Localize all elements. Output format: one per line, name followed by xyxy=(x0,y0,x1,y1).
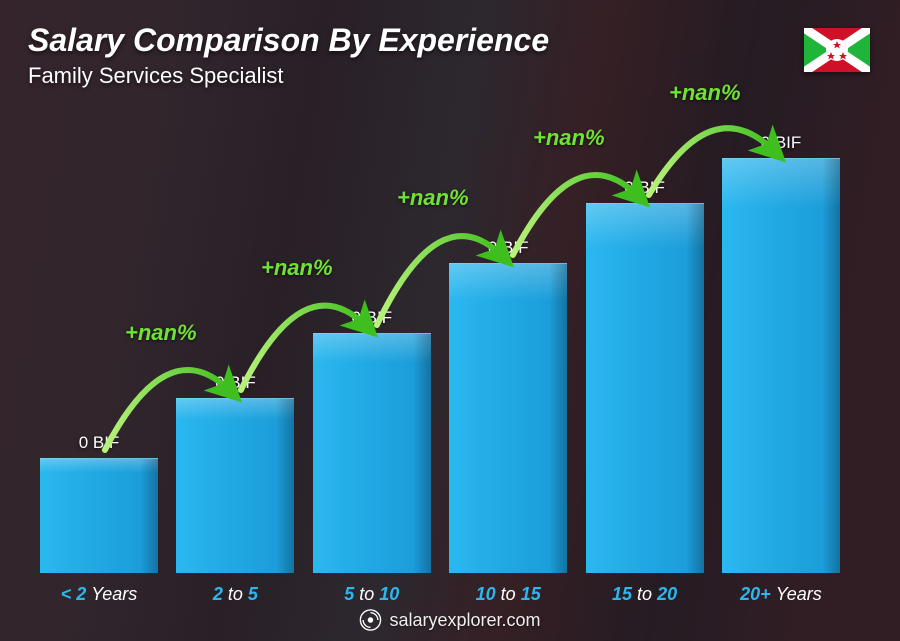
bar-category-label: 2 to 5 xyxy=(213,584,258,605)
bar-category-label: 20+ Years xyxy=(740,584,822,605)
bar-group: 0 BIF15 to 20 xyxy=(586,203,704,573)
bar-group: 0 BIF20+ Years xyxy=(722,158,840,573)
flag-icon xyxy=(804,28,870,72)
bar-group: 0 BIF< 2 Years xyxy=(40,458,158,573)
page-subtitle: Family Services Specialist xyxy=(28,63,549,89)
delta-label: +nan% xyxy=(669,80,741,106)
footer-text: salaryexplorer.com xyxy=(389,610,540,631)
bar: 0 BIF xyxy=(586,203,704,573)
page-title: Salary Comparison By Experience xyxy=(28,22,549,59)
bar-category-label: < 2 Years xyxy=(61,584,138,605)
bar-category-label: 15 to 20 xyxy=(612,584,677,605)
bar: 0 BIF xyxy=(722,158,840,573)
delta-label: +nan% xyxy=(397,185,469,211)
bar: 0 BIF xyxy=(313,333,431,573)
bar-group: 0 BIF2 to 5 xyxy=(176,398,294,573)
delta-label: +nan% xyxy=(533,125,605,151)
footer: salaryexplorer.com xyxy=(359,609,540,631)
bar-value-label: 0 BIF xyxy=(761,133,802,153)
bar-value-label: 0 BIF xyxy=(624,178,665,198)
header: Salary Comparison By Experience Family S… xyxy=(28,22,549,89)
bar: 0 BIF xyxy=(176,398,294,573)
delta-label: +nan% xyxy=(261,255,333,281)
bar-group: 0 BIF5 to 10 xyxy=(313,333,431,573)
logo-icon xyxy=(359,609,381,631)
bar-chart: 0 BIF< 2 Years0 BIF2 to 5 +nan% 0 BIF5 to … xyxy=(40,113,840,573)
bar-value-label: 0 BIF xyxy=(79,433,120,453)
bar-group: 0 BIF10 to 15 xyxy=(449,263,567,573)
bar: 0 BIF xyxy=(40,458,158,573)
bar-category-label: 10 to 15 xyxy=(476,584,541,605)
delta-label: +nan% xyxy=(125,320,197,346)
bar-value-label: 0 BIF xyxy=(488,238,529,258)
bar-value-label: 0 BIF xyxy=(215,373,256,393)
bar-category-label: 5 to 10 xyxy=(344,584,399,605)
bar-value-label: 0 BIF xyxy=(351,308,392,328)
bar: 0 BIF xyxy=(449,263,567,573)
